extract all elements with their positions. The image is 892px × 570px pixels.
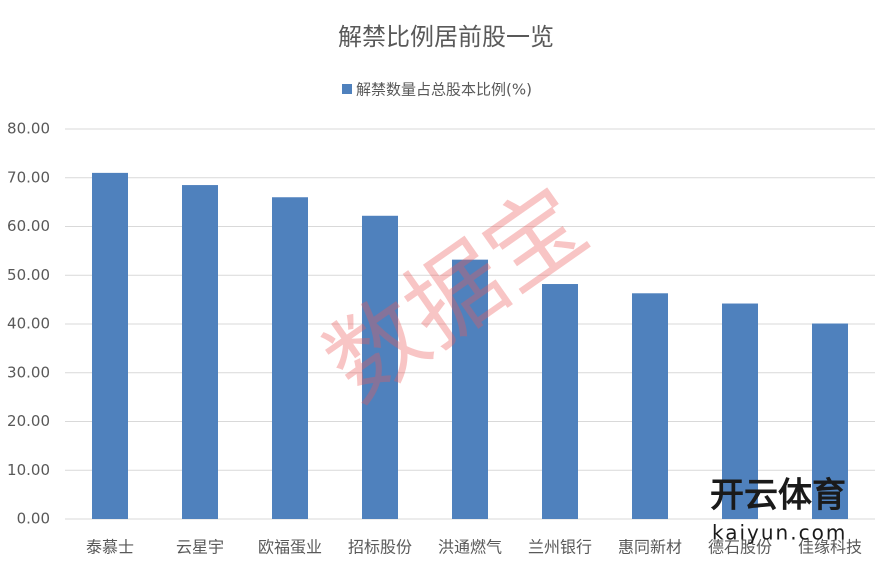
x-tick-label: 泰慕士 (86, 538, 134, 557)
logo-text: 开云体育 (710, 476, 846, 516)
y-tick-label: 10.00 (7, 461, 50, 479)
x-tick-label: 云星宇 (176, 538, 224, 557)
y-tick-label: 30.00 (7, 363, 50, 381)
bar (182, 185, 218, 519)
bar (362, 215, 398, 519)
y-tick-label: 50.00 (7, 266, 50, 284)
y-tick-label: 0.00 (17, 510, 50, 528)
legend-swatch (342, 84, 352, 94)
y-tick-label: 80.00 (7, 120, 50, 138)
bar (272, 197, 308, 519)
x-tick-label: 洪通燃气 (438, 538, 502, 557)
bar (452, 259, 488, 519)
x-tick-label: 佳缘科技 (798, 538, 862, 557)
x-tick-label: 德石股份 (708, 538, 772, 557)
bar (722, 303, 758, 519)
bar (92, 172, 128, 519)
y-tick-label: 70.00 (7, 168, 50, 186)
bar (812, 323, 848, 519)
y-tick-label: 40.00 (7, 315, 50, 333)
logo-url: kaiyun.com (712, 521, 847, 545)
chart-title: 解禁比例居前股一览 (338, 23, 554, 51)
legend-label: 解禁数量占总股本比例(%) (356, 81, 532, 99)
x-tick-label: 惠同新材 (618, 538, 682, 557)
y-tick-label: 20.00 (7, 412, 50, 430)
y-tick-label: 60.00 (7, 217, 50, 235)
x-tick-label: 兰州银行 (528, 538, 592, 557)
x-tick-label: 招标股份 (348, 538, 412, 557)
bar (632, 293, 668, 519)
bar (542, 284, 578, 519)
x-tick-label: 欧福蛋业 (258, 538, 322, 557)
